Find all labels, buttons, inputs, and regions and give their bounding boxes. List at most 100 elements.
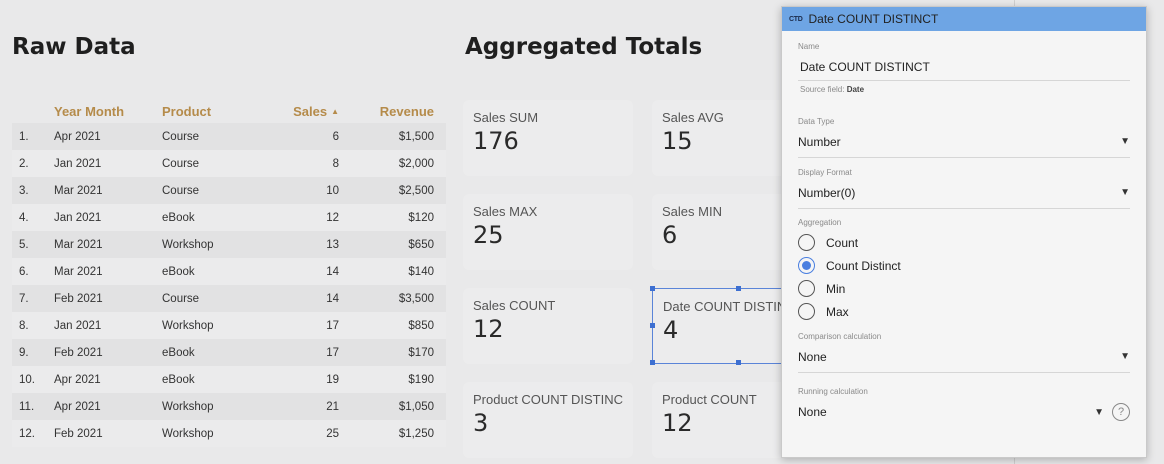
display-format-select[interactable]: Number(0) ▼ [798,177,1130,209]
chevron-down-icon[interactable]: ▼ [1094,406,1104,418]
scorecard-value: 12 [662,409,693,437]
aggregation-option-count-distinct[interactable]: Count Distinct [798,254,1130,277]
raw-data-title: Raw Data [12,34,136,60]
table-row[interactable]: 5. Mar 2021 Workshop 13 $650 [12,231,446,258]
aggregation-radio-group: Count Count Distinct Min Max [798,231,1130,323]
cell-year-month: Jan 2021 [54,211,102,224]
table-row[interactable]: 4. Jan 2021 eBook 12 $120 [12,204,446,231]
table-row[interactable]: 11. Apr 2021 Workshop 21 $1,050 [12,393,446,420]
data-type-select[interactable]: Number ▼ [798,126,1130,158]
scorecard-value: 3 [473,409,489,437]
cell-year-month: Apr 2021 [54,130,101,143]
cell-sales: 19 [326,373,339,386]
radio-button[interactable] [798,280,815,297]
chevron-down-icon[interactable]: ▼ [1120,351,1130,362]
cell-sales: 6 [332,130,339,143]
cell-product: Course [162,130,200,143]
comparison-calculation-value: None [798,349,827,364]
table-row[interactable]: 12. Feb 2021 Workshop 25 $1,250 [12,420,446,447]
help-icon[interactable]: ? [1112,403,1130,421]
scorecard-label: Product COUNT [662,392,757,407]
header-product[interactable]: Product [162,103,212,119]
comparison-calculation-select[interactable]: None ▼ [798,341,1130,373]
scorecard-label: Sales COUNT [473,298,556,313]
name-label: Name [798,42,820,51]
comparison-calculation-label: Comparison calculation [798,332,882,341]
running-calculation-value: None [798,405,827,419]
aggregation-label: Aggregation [798,218,842,227]
scorecard-label: Sales MIN [662,204,722,219]
table-row[interactable]: 9. Feb 2021 eBook 17 $170 [12,339,446,366]
header-sales[interactable]: Sales ▲ [293,103,339,119]
resize-handle[interactable] [650,323,655,328]
cell-revenue: $3,500 [398,292,434,305]
radio-button[interactable] [798,234,815,251]
name-input[interactable]: Date COUNT DISTINCT [798,51,1130,81]
cell-product: Course [162,184,200,197]
cell-product: Course [162,157,200,170]
row-index: 10. [19,373,35,386]
cell-revenue: $1,250 [398,427,434,440]
scorecard-sales-max[interactable]: Sales MAX 25 [463,194,633,270]
cell-year-month: Feb 2021 [54,346,103,359]
calculated-field-icon: CTD [789,15,803,23]
scorecard-value: 12 [473,315,504,343]
scorecard-value: 176 [473,127,519,155]
table-row[interactable]: 6. Mar 2021 eBook 14 $140 [12,258,446,285]
row-index: 4. [19,211,29,224]
resize-handle[interactable] [736,286,741,291]
scorecard-label: Sales MAX [473,204,538,219]
chevron-down-icon[interactable]: ▼ [1120,187,1130,198]
row-index: 3. [19,184,29,197]
resize-handle[interactable] [650,286,655,291]
scorecard-value: 25 [473,221,504,249]
cell-year-month: Mar 2021 [54,184,103,197]
row-index: 1. [19,130,29,143]
table-row[interactable]: 8. Jan 2021 Workshop 17 $850 [12,312,446,339]
display-format-label: Display Format [798,168,852,177]
table-row[interactable]: 10. Apr 2021 eBook 19 $190 [12,366,446,393]
resize-handle[interactable] [736,360,741,365]
header-revenue[interactable]: Revenue [379,103,434,119]
chevron-down-icon[interactable]: ▼ [1120,136,1130,147]
cell-product: Workshop [162,400,214,413]
table-row[interactable]: 2. Jan 2021 Course 8 $2,000 [12,150,446,177]
sort-ascending-icon[interactable]: ▲ [331,106,339,116]
running-calculation-select[interactable]: None ▼ ? [798,396,1130,428]
scorecard-value: 15 [662,127,693,155]
aggregated-totals-title: Aggregated Totals [465,34,703,60]
cell-revenue: $850 [408,319,434,332]
cell-product: Course [162,292,200,305]
cell-revenue: $140 [408,265,434,278]
cell-revenue: $2,500 [398,184,434,197]
table-body: 1. Apr 2021 Course 6 $1,500 2. Jan 2021 Course 8… [12,123,446,447]
cell-product: eBook [162,373,195,386]
resize-handle[interactable] [650,360,655,365]
table-row[interactable]: 1. Apr 2021 Course 6 $1,500 [12,123,446,150]
cell-sales: 25 [326,427,339,440]
cell-product: eBook [162,265,195,278]
aggregation-option-max[interactable]: Max [798,300,1130,323]
table-header: Year Month Product Sales ▲ Revenue [12,99,446,123]
cell-year-month: Feb 2021 [54,292,103,305]
row-index: 5. [19,238,29,251]
scorecard-value: 6 [662,221,678,249]
panel-title: Date COUNT DISTINCT [808,12,939,26]
scorecard-product-count-distinct[interactable]: Product COUNT DISTINCT 3 [463,382,633,458]
cell-sales: 12 [326,211,339,224]
radio-button-selected[interactable] [798,257,815,274]
scorecard-label: Sales SUM [473,110,539,125]
scorecard-sales-sum[interactable]: Sales SUM 176 [463,100,633,176]
aggregation-option-min[interactable]: Min [798,277,1130,300]
header-year-month[interactable]: Year Month [54,103,125,119]
raw-data-table[interactable]: Year Month Product Sales ▲ Revenue 1. Apr … [12,99,446,447]
row-index: 6. [19,265,29,278]
scorecard-label: Product COUNT DISTINCT [473,392,623,407]
radio-button[interactable] [798,303,815,320]
scorecard-sales-count[interactable]: Sales COUNT 12 [463,288,633,364]
panel-header: CTD Date COUNT DISTINCT [782,7,1146,31]
cell-sales: 17 [326,319,339,332]
table-row[interactable]: 3. Mar 2021 Course 10 $2,500 [12,177,446,204]
table-row[interactable]: 7. Feb 2021 Course 14 $3,500 [12,285,446,312]
aggregation-option-count[interactable]: Count [798,231,1130,254]
